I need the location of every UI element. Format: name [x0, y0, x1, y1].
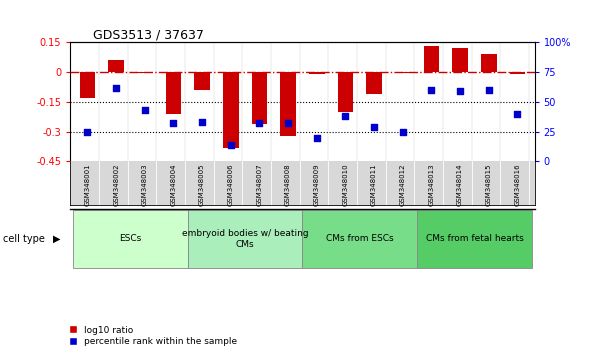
Point: [340, 113, 350, 119]
Text: GSM348015: GSM348015: [486, 163, 492, 206]
Bar: [73, 210, 188, 268]
Legend: log10 ratio, percentile rank within the sample: log10 ratio, percentile rank within the …: [65, 322, 240, 349]
Bar: [108, 60, 124, 72]
Text: GSM348009: GSM348009: [314, 163, 320, 206]
Bar: [223, 72, 239, 148]
Bar: [366, 72, 382, 94]
Point: [111, 85, 121, 91]
Point: [369, 124, 379, 130]
Bar: [309, 72, 324, 74]
Point: [284, 121, 293, 126]
Text: GSM348014: GSM348014: [457, 163, 463, 206]
Bar: [417, 210, 532, 268]
Text: GSM348002: GSM348002: [113, 163, 119, 206]
Text: ▶: ▶: [53, 234, 60, 244]
Text: GSM348005: GSM348005: [199, 163, 205, 206]
Bar: [395, 72, 411, 73]
Point: [484, 87, 494, 93]
Point: [82, 129, 92, 135]
Text: GSM348003: GSM348003: [142, 163, 148, 206]
Text: GSM348001: GSM348001: [84, 163, 90, 206]
Bar: [302, 210, 417, 268]
Text: GDS3513 / 37637: GDS3513 / 37637: [93, 28, 204, 41]
Text: CMs from ESCs: CMs from ESCs: [326, 234, 393, 244]
Bar: [188, 210, 302, 268]
Bar: [423, 46, 439, 72]
Point: [140, 108, 150, 113]
Point: [169, 121, 178, 126]
Text: GSM348016: GSM348016: [514, 163, 521, 206]
Bar: [337, 72, 353, 112]
Point: [226, 142, 236, 148]
Point: [455, 88, 465, 94]
Text: GSM348007: GSM348007: [257, 163, 263, 206]
Text: GSM348006: GSM348006: [228, 163, 234, 206]
Point: [312, 135, 321, 141]
Text: GSM348012: GSM348012: [400, 163, 406, 206]
Text: GSM348004: GSM348004: [170, 163, 177, 206]
Bar: [79, 72, 95, 98]
Text: CMs from fetal hearts: CMs from fetal hearts: [425, 234, 523, 244]
Text: embryoid bodies w/ beating
CMs: embryoid bodies w/ beating CMs: [182, 229, 309, 249]
Point: [513, 111, 522, 117]
Bar: [137, 72, 153, 73]
Bar: [252, 72, 268, 124]
Point: [398, 129, 408, 135]
Bar: [194, 72, 210, 90]
Text: GSM348008: GSM348008: [285, 163, 291, 206]
Bar: [166, 72, 181, 114]
Text: GSM348013: GSM348013: [428, 163, 434, 206]
Text: ESCs: ESCs: [119, 234, 142, 244]
Bar: [452, 48, 468, 72]
Text: GSM348010: GSM348010: [342, 163, 348, 206]
Text: cell type: cell type: [3, 234, 45, 244]
Point: [426, 87, 436, 93]
Point: [197, 119, 207, 125]
Bar: [481, 55, 497, 72]
Bar: [510, 72, 525, 74]
Point: [255, 121, 265, 126]
Bar: [280, 72, 296, 136]
Text: GSM348011: GSM348011: [371, 163, 377, 206]
